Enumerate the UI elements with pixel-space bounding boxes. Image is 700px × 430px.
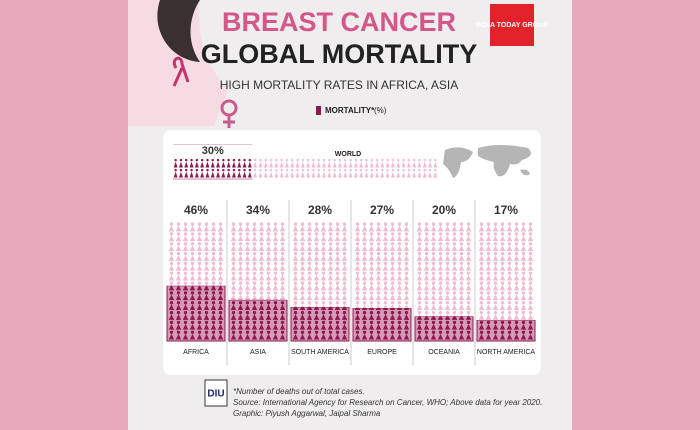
pictogram-fill — [414, 316, 474, 342]
female-symbol — [220, 99, 238, 128]
logo-box — [490, 4, 534, 46]
value-label: 20% — [432, 203, 456, 217]
pictogram-fill — [290, 306, 350, 342]
footnote: *Number of deaths out of total cases. — [233, 387, 365, 396]
title: GLOBAL MORTALITY — [201, 39, 477, 69]
icon-grid — [168, 285, 224, 340]
icon-grid — [292, 306, 348, 340]
footnote: Source: International Agency for Researc… — [233, 398, 542, 407]
category-label: NORTH AMERICA — [477, 349, 536, 356]
footnote: Graphic: Piyush Aggarwal, Jaipal Sharma — [233, 409, 381, 418]
value-label: 17% — [494, 203, 518, 217]
pictogram-fill — [476, 319, 536, 342]
icon-grid — [354, 308, 410, 340]
value-label: 34% — [246, 203, 270, 217]
category-label: AFRICA — [183, 349, 209, 356]
icon-grid — [478, 320, 534, 340]
category-label: OCEANIA — [428, 349, 460, 356]
pictogram-fill — [352, 308, 412, 342]
legend-label: MORTALITY* — [325, 106, 375, 115]
pictogram-fill — [166, 285, 226, 342]
subtitle: HIGH MORTALITY RATES IN AFRICA, ASIA — [220, 78, 459, 92]
value-label: 27% — [370, 203, 394, 217]
world-map — [443, 145, 531, 178]
value-label: 30% — [202, 145, 224, 157]
hair — [157, 0, 200, 62]
legend-unit: (%) — [374, 106, 387, 115]
category-label: WORLD — [335, 151, 361, 158]
category-label: SOUTH AMERICA — [291, 349, 349, 356]
icon-grid — [173, 158, 252, 178]
illustration — [128, 0, 228, 126]
logo: INDIA TODAY GROUP — [476, 22, 548, 29]
pictogram-fill — [228, 299, 288, 342]
title: BREAST CANCER — [222, 7, 456, 37]
icon-grid — [416, 316, 472, 340]
category-label: EUROPE — [367, 349, 397, 356]
pictogram-fill — [173, 144, 253, 180]
value-label: 28% — [308, 203, 332, 217]
footer-logo: DIU — [207, 389, 224, 400]
ribbon — [172, 56, 190, 87]
category-label: ASIA — [250, 349, 266, 356]
icon-grid — [230, 299, 286, 340]
footer-logo-box — [204, 379, 228, 407]
value-label: 46% — [184, 203, 208, 217]
legend-swatch — [316, 106, 321, 115]
